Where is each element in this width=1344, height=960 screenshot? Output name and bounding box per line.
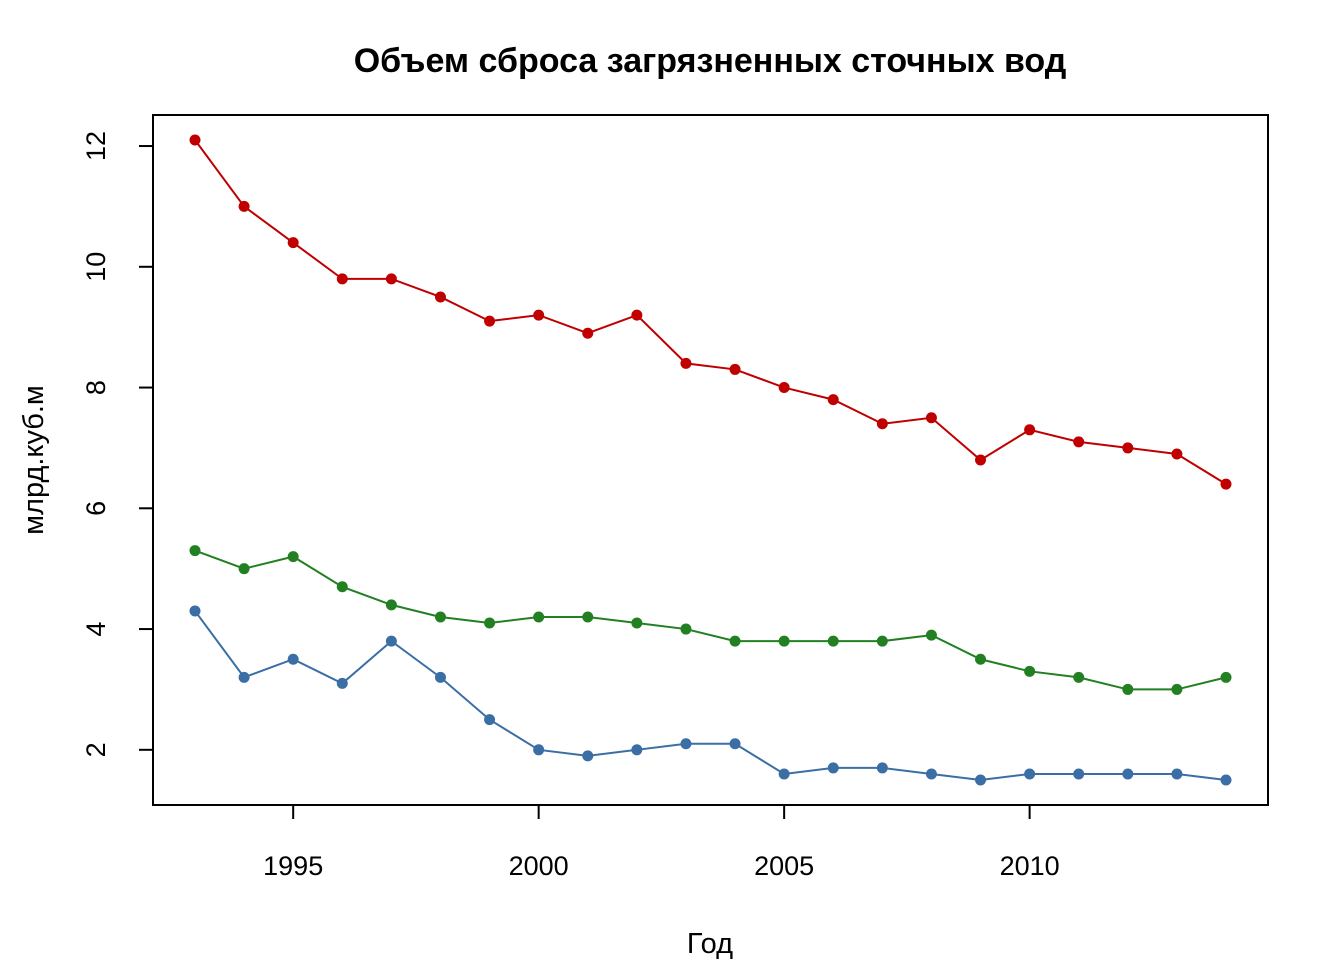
data-point — [975, 653, 987, 665]
data-point — [336, 581, 348, 593]
data-point — [680, 357, 692, 369]
data-point — [238, 200, 250, 212]
data-point — [778, 768, 790, 780]
data-point — [827, 394, 839, 406]
x-tick-label: 2000 — [509, 851, 569, 881]
y-tick-label: 10 — [81, 252, 111, 282]
x-tick-label: 2010 — [1000, 851, 1060, 881]
x-tick-label: 2005 — [754, 851, 814, 881]
data-point — [925, 412, 937, 424]
series-1 — [189, 134, 1232, 490]
data-point — [434, 671, 446, 683]
data-point — [385, 273, 397, 285]
data-point — [385, 635, 397, 647]
data-point — [729, 363, 741, 375]
y-tick-label: 12 — [81, 131, 111, 161]
y-axis: 2 4 6 8 10 12 — [81, 131, 154, 757]
series-2 — [189, 545, 1232, 695]
data-point — [434, 611, 446, 623]
data-point — [238, 563, 250, 575]
data-point — [827, 762, 839, 774]
data-point — [533, 611, 545, 623]
data-point — [287, 653, 299, 665]
data-point — [1171, 768, 1183, 780]
y-tick-label: 8 — [81, 380, 111, 395]
data-point — [827, 635, 839, 647]
series-line — [194, 139, 1227, 486]
data-point — [238, 671, 250, 683]
data-point — [1073, 436, 1085, 448]
data-point — [1220, 478, 1232, 490]
y-axis-label: млрд.куб.м — [18, 385, 50, 535]
data-point — [680, 738, 692, 750]
data-point — [729, 738, 741, 750]
y-tick-label: 6 — [81, 501, 111, 516]
chart-title: Объем сброса загрязненных сточных вод — [354, 42, 1067, 80]
data-point — [582, 750, 594, 762]
data-point — [1122, 442, 1134, 454]
plot-frame — [152, 114, 1269, 806]
series-line — [194, 549, 1227, 691]
data-point — [1171, 448, 1183, 460]
data-point — [533, 744, 545, 756]
series-3 — [189, 605, 1232, 786]
data-point — [1171, 683, 1183, 695]
y-tick-label: 2 — [81, 742, 111, 757]
data-point — [876, 418, 888, 430]
data-point — [1122, 768, 1134, 780]
series-layer — [189, 134, 1232, 786]
data-point — [975, 454, 987, 466]
data-point — [975, 774, 987, 786]
data-point — [778, 635, 790, 647]
data-point — [287, 237, 299, 249]
data-point — [925, 768, 937, 780]
data-point — [582, 611, 594, 623]
data-point — [1073, 671, 1085, 683]
data-point — [1024, 768, 1036, 780]
data-point — [287, 551, 299, 563]
data-point — [189, 545, 201, 557]
data-point — [1024, 424, 1036, 436]
series-line — [194, 610, 1227, 782]
data-point — [336, 273, 348, 285]
data-point — [680, 623, 692, 635]
data-point — [189, 134, 201, 146]
data-point — [385, 599, 397, 611]
data-point — [1122, 683, 1134, 695]
y-tick-label: 4 — [81, 622, 111, 637]
data-point — [778, 382, 790, 394]
data-point — [484, 617, 496, 629]
data-point — [876, 635, 888, 647]
data-point — [876, 762, 888, 774]
data-point — [925, 629, 937, 641]
data-point — [1220, 774, 1232, 786]
data-point — [484, 714, 496, 726]
data-point — [1220, 671, 1232, 683]
data-point — [729, 635, 741, 647]
x-axis: 1995 2000 2005 2010 — [263, 804, 1060, 881]
data-point — [434, 291, 446, 303]
data-point — [336, 677, 348, 689]
x-axis-label: Год — [687, 928, 733, 960]
data-point — [631, 309, 643, 321]
data-point — [533, 309, 545, 321]
data-point — [484, 315, 496, 327]
data-point — [631, 617, 643, 629]
data-point — [631, 744, 643, 756]
data-point — [189, 605, 201, 617]
x-tick-label: 1995 — [263, 851, 323, 881]
data-point — [1024, 665, 1036, 677]
data-point — [1073, 768, 1085, 780]
data-point — [582, 327, 594, 339]
